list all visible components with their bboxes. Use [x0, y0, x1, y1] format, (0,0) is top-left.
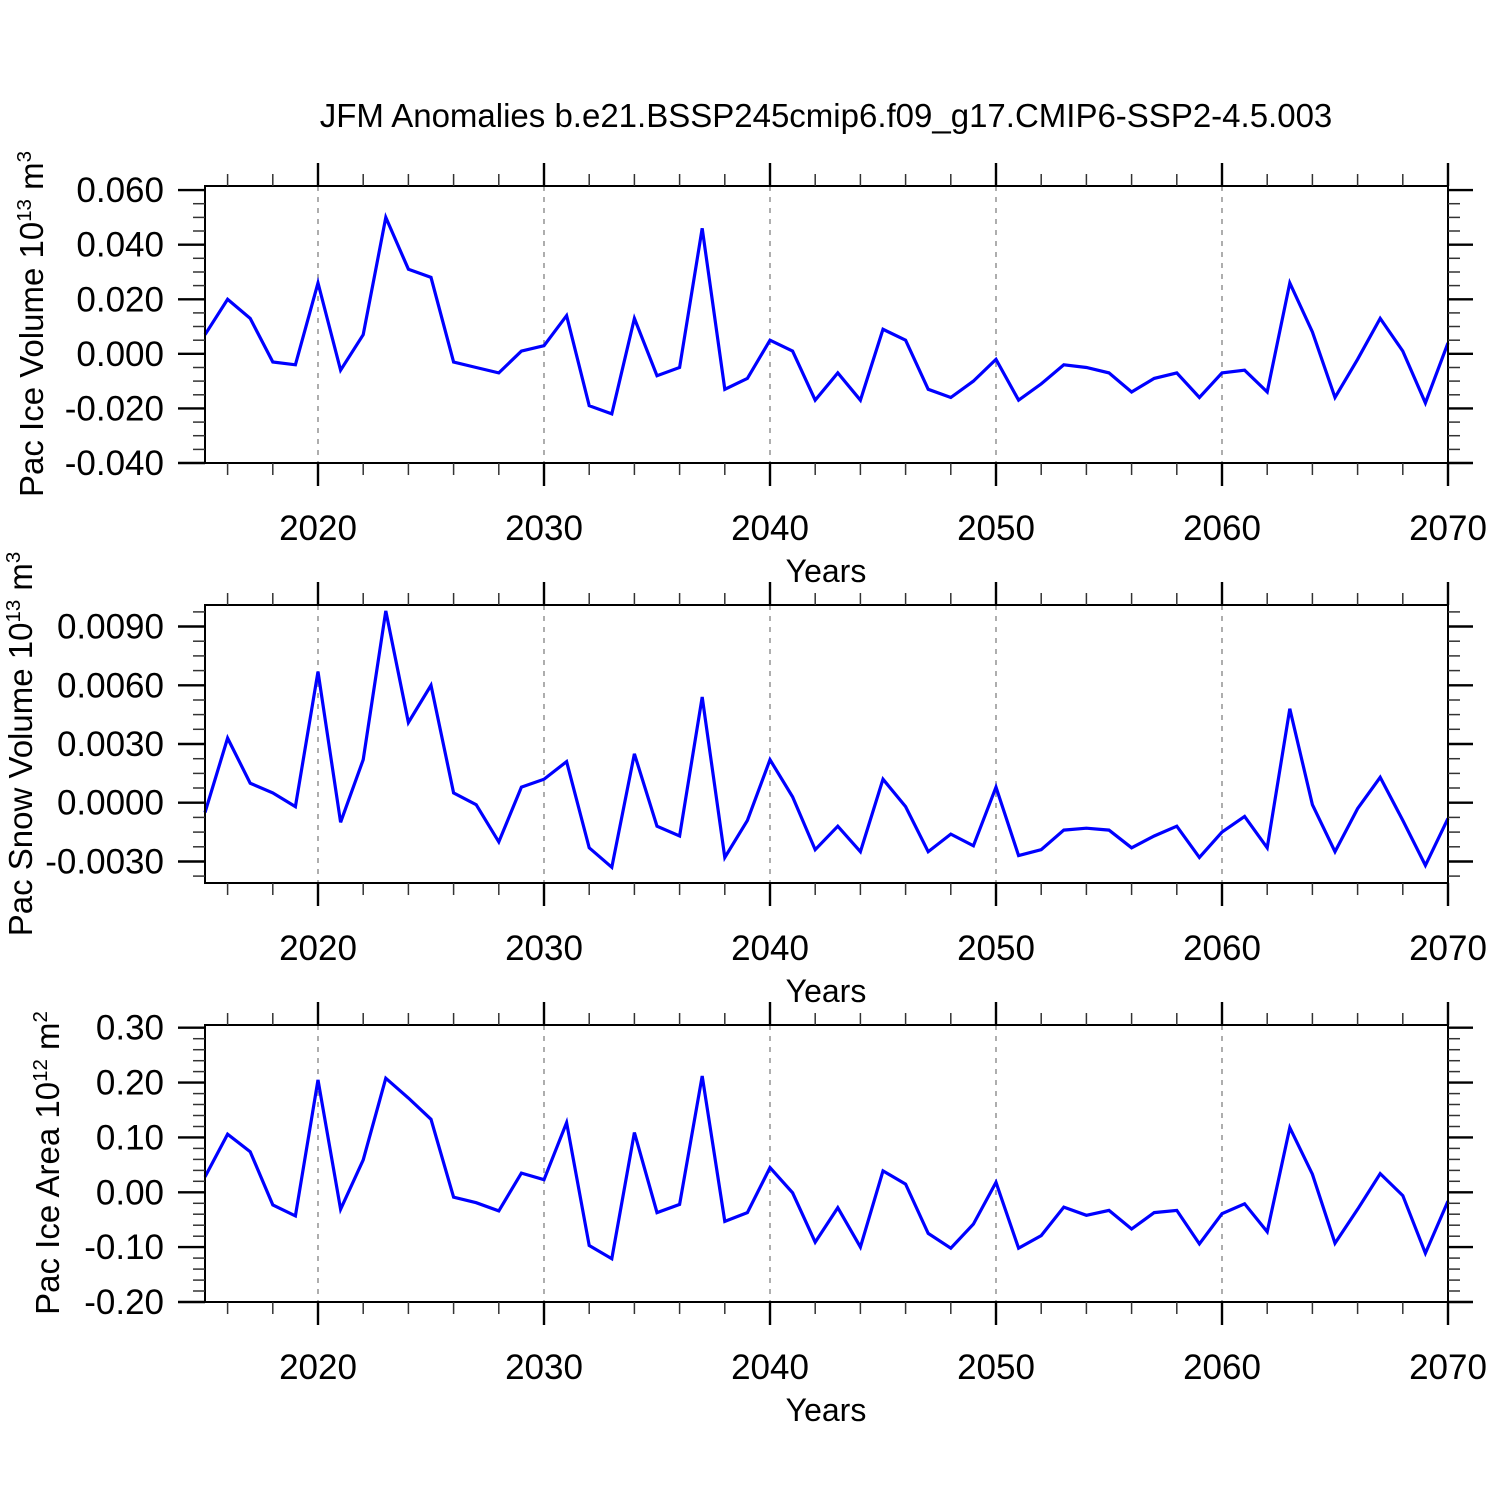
x-tick-label: 2030 [505, 929, 583, 968]
y-tick-label: -0.0030 [45, 843, 164, 882]
series-line [203, 1075, 1450, 1262]
x-tick-label: 2060 [1183, 929, 1261, 968]
panel-3: 2020 2030 2040 2050 2060 2070 -0.20 -0.10 0.00 0.… [84, 1002, 1487, 1387]
y-tick-label: -0.020 [65, 389, 164, 428]
x-tick-label: 2050 [957, 1348, 1035, 1387]
y-tick-label: 0.00 [96, 1173, 164, 1212]
series-line [203, 212, 1450, 417]
panel-2: 2020 2030 2040 2050 2060 2070 -0.0030 0.0000 0.0… [45, 582, 1487, 968]
y-tick-label: 0.000 [76, 335, 164, 374]
x-tick-label: 2060 [1183, 1348, 1261, 1387]
y-tick-label: 0.0030 [57, 725, 164, 764]
x-tick-label: 2040 [731, 1348, 809, 1387]
x-tick-label: 2040 [731, 929, 809, 968]
series-line [203, 610, 1450, 871]
plot-frame [204, 185, 1449, 464]
x-tick-label: 2070 [1409, 929, 1487, 968]
y-tick-label: 0.020 [76, 280, 164, 319]
x-tick-label: 2020 [279, 929, 357, 968]
y-tick-label: 0.20 [96, 1064, 164, 1103]
x-tick-label: 2050 [957, 509, 1035, 548]
y-tick-label: 0.10 [96, 1118, 164, 1157]
y-tick-label: -0.10 [84, 1228, 164, 1267]
y-tick-label: 0.0090 [57, 608, 164, 647]
x-tick-label: 2070 [1409, 509, 1487, 548]
figure-title: JFM Anomalies b.e21.BSSP245cmip6.f09_g17… [319, 97, 1333, 134]
y-tick-label: -0.040 [65, 444, 164, 483]
x-axis-label-panel-1: Years [785, 553, 867, 589]
x-axis-label-panel-3: Years [785, 1392, 867, 1428]
x-axis-label-panel-2: Years [785, 973, 867, 1009]
x-tick-label: 2030 [505, 509, 583, 548]
y-tick-label: 0.30 [96, 1009, 164, 1048]
x-tick-label: 2070 [1409, 1348, 1487, 1387]
y-tick-label: 0.040 [76, 226, 164, 265]
x-tick-label: 2020 [279, 509, 357, 548]
x-tick-label: 2050 [957, 929, 1035, 968]
y-tick-label: -0.20 [84, 1283, 164, 1322]
panel-1: 2020 2030 2040 2050 2060 2070 -0.040 -0.020 0.00… [65, 163, 1487, 548]
x-tick-label: 2040 [731, 509, 809, 548]
y-tick-label: 0.060 [76, 171, 164, 210]
x-tick-label: 2020 [279, 1348, 357, 1387]
y-tick-label: 0.0060 [57, 666, 164, 705]
plot-frame [204, 1024, 1449, 1303]
y-tick-label: 0.0000 [57, 784, 164, 823]
x-tick-label: 2030 [505, 1348, 583, 1387]
x-tick-label: 2060 [1183, 509, 1261, 548]
